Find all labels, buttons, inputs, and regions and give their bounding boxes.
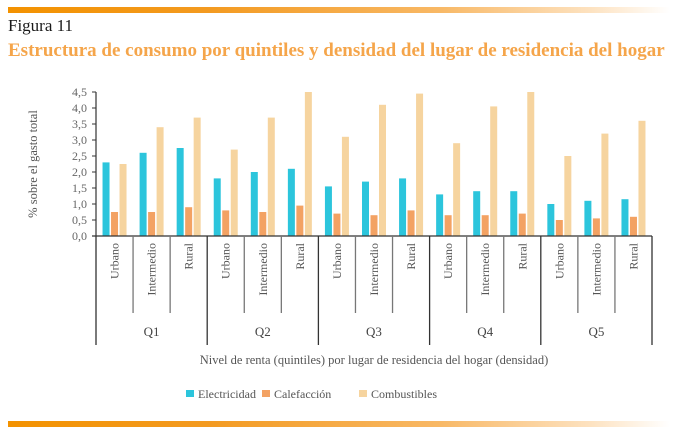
y-tick-label: 3,0 bbox=[72, 133, 87, 147]
bar-electricidad-q5-urbano bbox=[547, 204, 555, 236]
category-label-intermedio: Intermedio bbox=[367, 243, 381, 296]
y-tick-label: 0,0 bbox=[72, 229, 87, 243]
bar-calefaccion-q3-urbano bbox=[333, 213, 341, 236]
y-tick-label: 4,5 bbox=[72, 85, 87, 99]
bars bbox=[102, 92, 646, 237]
bar-calefaccion-q4-intermedio bbox=[481, 215, 489, 236]
category-label-urbano: Urbano bbox=[441, 243, 455, 279]
category-label-rural: Rural bbox=[293, 242, 307, 269]
bar-calefaccion-q1-intermedio bbox=[148, 212, 156, 236]
group-label-q5: Q5 bbox=[588, 324, 604, 339]
y-tick-label: 0,5 bbox=[72, 213, 87, 227]
bar-calefaccion-q5-intermedio bbox=[592, 218, 600, 236]
bar-calefaccion-q2-urbano bbox=[222, 210, 230, 236]
bar-combustibles-q3-urbano bbox=[341, 136, 349, 236]
category-label-urbano: Urbano bbox=[552, 243, 566, 279]
bar-calefaccion-q3-intermedio bbox=[370, 215, 378, 236]
bar-calefaccion-q4-urbano bbox=[444, 215, 452, 236]
y-axis-title-group: % sobre el gasto total bbox=[26, 110, 40, 218]
bar-electricidad-q5-intermedio bbox=[584, 200, 592, 236]
category-label-urbano: Urbano bbox=[330, 243, 344, 279]
bar-combustibles-q4-intermedio bbox=[490, 106, 498, 237]
legend-swatch-combustibles bbox=[359, 390, 367, 397]
bar-calefaccion-q1-rural bbox=[185, 207, 193, 236]
bar-electricidad-q1-intermedio bbox=[139, 152, 147, 236]
y-tick-label: 2,5 bbox=[72, 149, 87, 163]
legend-label-electricidad: Electricidad bbox=[198, 387, 256, 401]
bar-electricidad-q3-urbano bbox=[324, 186, 332, 236]
category-label-rural: Rural bbox=[515, 242, 529, 269]
top-rule bbox=[8, 7, 670, 13]
bar-combustibles-q2-rural bbox=[304, 92, 312, 236]
y-ticks: 0,0 0,5 1,0 1,5 2,0 2,5 3,0 3,5 4,0 4,5 bbox=[72, 85, 97, 243]
bar-combustibles-q5-intermedio bbox=[601, 133, 609, 236]
category-label-urbano: Urbano bbox=[108, 243, 122, 279]
group-label-q4: Q4 bbox=[477, 324, 493, 339]
bar-calefaccion-q1-urbano bbox=[111, 212, 119, 236]
bar-combustibles-q5-rural bbox=[638, 120, 646, 236]
bar-calefaccion-q3-rural bbox=[407, 210, 415, 236]
category-label-intermedio: Intermedio bbox=[145, 243, 159, 296]
legend-label-combustibles: Combustibles bbox=[371, 387, 437, 401]
bar-electricidad-q4-intermedio bbox=[473, 191, 481, 236]
y-tick-label: 1,0 bbox=[72, 197, 87, 211]
x-axis-title: Nivel de renta (quintiles) por lugar de … bbox=[200, 353, 548, 367]
category-label-urbano: Urbano bbox=[219, 243, 233, 279]
legend-swatch-electricidad bbox=[186, 390, 194, 397]
bar-combustibles-q4-urbano bbox=[453, 143, 461, 236]
x-axis: Urbano Intermedio Rural Urbano Intermedio Rur… bbox=[92, 235, 653, 345]
bar-combustibles-q2-intermedio bbox=[267, 117, 275, 236]
bar-calefaccion-q2-rural bbox=[296, 205, 304, 236]
bar-combustibles-q1-intermedio bbox=[156, 127, 164, 236]
bar-electricidad-q4-rural bbox=[510, 191, 518, 236]
bar-combustibles-q1-rural bbox=[193, 117, 201, 236]
category-label-intermedio: Intermedio bbox=[589, 243, 603, 296]
figure-title: Estructura de consumo por quintiles y de… bbox=[8, 40, 665, 61]
bar-calefaccion-q5-urbano bbox=[555, 220, 563, 236]
category-label-intermedio: Intermedio bbox=[478, 243, 492, 296]
legend-swatch-calefaccion bbox=[262, 390, 270, 397]
bar-calefaccion-q4-rural bbox=[518, 213, 526, 236]
bar-combustibles-q1-urbano bbox=[119, 164, 127, 236]
legend: Electricidad Calefacción Combustibles bbox=[186, 387, 437, 401]
bar-electricidad-q1-rural bbox=[176, 148, 184, 236]
bar-electricidad-q4-urbano bbox=[436, 194, 444, 236]
bar-calefaccion-q5-rural bbox=[629, 216, 637, 236]
legend-label-calefaccion: Calefacción bbox=[274, 387, 331, 401]
bar-combustibles-q4-rural bbox=[527, 92, 535, 236]
bar-electricidad-q3-rural bbox=[399, 178, 407, 236]
bar-electricidad-q2-rural bbox=[287, 168, 295, 236]
y-axis-title: % sobre el gasto total bbox=[26, 110, 40, 218]
y-tick-label: 3,5 bbox=[72, 117, 87, 131]
bar-calefaccion-q2-intermedio bbox=[259, 212, 267, 236]
category-label-rural: Rural bbox=[182, 242, 196, 269]
category-label-rural: Rural bbox=[404, 242, 418, 269]
bar-electricidad-q3-intermedio bbox=[362, 181, 369, 236]
category-label-intermedio: Intermedio bbox=[256, 243, 270, 296]
y-tick-label: 4,0 bbox=[72, 101, 87, 115]
bar-electricidad-q1-urbano bbox=[102, 162, 110, 236]
group-label-q1: Q1 bbox=[144, 324, 160, 339]
bar-combustibles-q2-urbano bbox=[230, 149, 238, 236]
bottom-rule bbox=[8, 421, 670, 427]
y-tick-label: 2,0 bbox=[72, 165, 87, 179]
bar-electricidad-q5-rural bbox=[621, 199, 629, 236]
group-label-q2: Q2 bbox=[255, 324, 271, 339]
category-label-rural: Rural bbox=[626, 242, 640, 269]
y-tick-label: 1,5 bbox=[72, 181, 87, 195]
bar-electricidad-q2-urbano bbox=[213, 178, 221, 236]
figure-label: Figura 11 bbox=[8, 16, 74, 35]
bar-combustibles-q5-urbano bbox=[564, 156, 572, 236]
bar-combustibles-q3-intermedio bbox=[379, 104, 386, 236]
group-label-q3: Q3 bbox=[366, 324, 382, 339]
bar-electricidad-q2-intermedio bbox=[250, 172, 258, 236]
bar-combustibles-q3-rural bbox=[416, 93, 424, 236]
